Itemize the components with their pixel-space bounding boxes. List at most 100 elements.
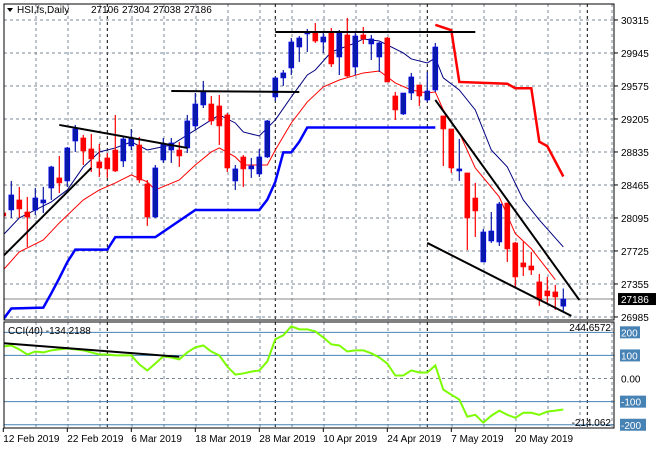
cci-level-label: -200 xyxy=(621,421,641,432)
grid xyxy=(4,4,614,428)
price-tick-label: 26985 xyxy=(621,313,649,324)
candle xyxy=(208,95,215,125)
trendline xyxy=(4,167,93,257)
cci-label: CCI(40) -134.2188 xyxy=(8,326,91,337)
candle xyxy=(416,84,423,106)
candle-body xyxy=(56,177,63,184)
candle-body xyxy=(456,168,463,172)
candle-body xyxy=(112,149,119,172)
candle-body xyxy=(472,197,479,212)
candle xyxy=(160,137,167,163)
candle-body xyxy=(288,41,295,69)
candle xyxy=(192,93,199,130)
candle-body xyxy=(504,202,511,250)
candle xyxy=(264,119,271,158)
candle-body xyxy=(480,231,487,263)
trendline xyxy=(171,89,300,93)
date-label: 22 Feb 2019 xyxy=(67,434,124,445)
date-label: 6 Mar 2019 xyxy=(131,434,182,445)
candle-body xyxy=(64,147,71,182)
candle xyxy=(320,32,327,53)
candle-body xyxy=(416,84,423,97)
candle-body xyxy=(40,199,47,204)
date-label: 28 Mar 2019 xyxy=(259,434,316,445)
candle-body xyxy=(336,32,343,58)
candle-body xyxy=(16,199,23,210)
candle xyxy=(224,112,231,172)
candle xyxy=(288,37,295,75)
candle xyxy=(256,148,263,177)
candle-body xyxy=(520,262,527,268)
candle-body xyxy=(368,38,375,45)
cci-plot xyxy=(4,325,564,425)
candle-body xyxy=(136,144,143,181)
cci-level-badge xyxy=(620,395,646,408)
trendline xyxy=(426,242,572,317)
price-tick-label: 30315 xyxy=(621,16,649,27)
cci-trendline xyxy=(4,342,180,358)
candle xyxy=(296,36,303,62)
trendline xyxy=(59,123,188,149)
candle xyxy=(440,115,447,166)
cci-level-badge xyxy=(620,349,640,362)
candle-body xyxy=(344,34,351,77)
candle-body xyxy=(48,166,55,189)
candle xyxy=(496,201,503,246)
candle-body xyxy=(464,172,471,219)
candle-body xyxy=(160,143,167,161)
candle xyxy=(400,92,407,115)
candle xyxy=(368,34,375,61)
price-tick-label: 27355 xyxy=(621,280,649,291)
candle xyxy=(152,164,159,218)
candle xyxy=(136,136,143,183)
candle-body xyxy=(120,138,127,162)
price-tick-label: 27725 xyxy=(621,247,649,258)
candle-body xyxy=(360,34,367,40)
candle xyxy=(128,128,135,151)
candle xyxy=(24,196,31,247)
candle-body xyxy=(104,157,111,170)
candle-body xyxy=(280,72,287,79)
candle-body xyxy=(176,149,183,157)
candle xyxy=(4,212,7,217)
candle-body xyxy=(88,148,95,160)
candle-body xyxy=(216,105,223,127)
cci-max-label: 244.6572 xyxy=(569,323,611,334)
candle xyxy=(328,27,335,67)
candle xyxy=(480,228,487,263)
candle-body xyxy=(312,32,319,42)
candle-body xyxy=(328,32,335,65)
candle xyxy=(408,72,415,100)
candle-body xyxy=(448,128,455,169)
candle-body xyxy=(24,211,31,218)
candle-body xyxy=(272,77,279,98)
main-frame xyxy=(3,3,615,321)
candle-body xyxy=(32,197,39,211)
date-label: 18 Mar 2019 xyxy=(195,434,252,445)
price-tick-label: 28465 xyxy=(621,181,649,192)
candle xyxy=(448,128,455,173)
cci-level-label: 100 xyxy=(621,351,638,362)
candle xyxy=(56,155,63,193)
candle-body xyxy=(512,242,519,278)
candle-body xyxy=(8,194,15,211)
candle xyxy=(384,37,391,83)
candle-body xyxy=(384,37,391,83)
price-tick-label: 29945 xyxy=(621,49,649,60)
price-tick-label: 28835 xyxy=(621,148,649,159)
candle-body xyxy=(208,103,215,122)
candle-body xyxy=(352,35,359,68)
candle xyxy=(528,251,535,275)
candle xyxy=(360,27,367,44)
last-price-label: 27186 xyxy=(621,295,649,306)
candle xyxy=(280,70,287,86)
candle xyxy=(48,165,55,200)
candle-body xyxy=(432,46,439,91)
candle-body xyxy=(544,290,551,297)
candle xyxy=(464,172,471,250)
candle xyxy=(248,157,255,178)
candle xyxy=(216,94,223,146)
dropdown-triangle-icon[interactable] xyxy=(7,8,13,12)
candle-body xyxy=(152,167,159,218)
